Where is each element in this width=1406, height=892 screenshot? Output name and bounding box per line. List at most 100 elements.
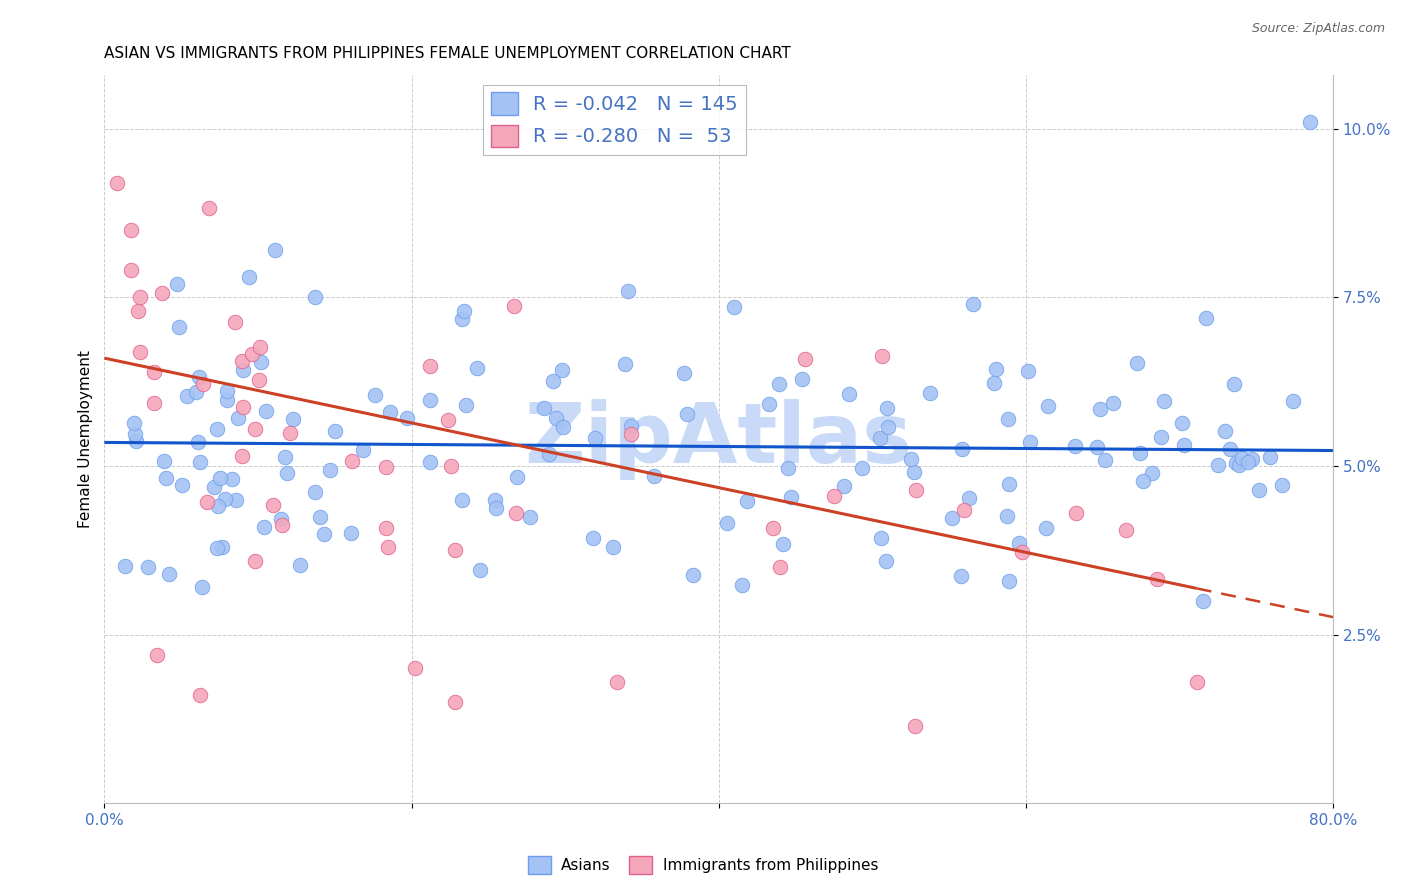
Point [205,541,228,555]
Point [716,516,738,531]
Point [419,359,441,374]
Point [288,558,311,572]
Point [1017,364,1039,378]
Point [340,526,363,541]
Point [226,411,249,425]
Point [768,376,790,391]
Point [188,689,211,703]
Point [997,412,1019,426]
Point [582,531,605,545]
Point [758,397,780,411]
Point [128,290,150,304]
Point [221,472,243,486]
Point [1101,396,1123,410]
Point [682,568,704,582]
Point [312,527,335,541]
Point [125,434,148,449]
Point [138,560,160,574]
Point [776,461,799,475]
Point [451,492,474,507]
Point [1225,456,1247,470]
Point [949,569,972,583]
Point [602,540,624,554]
Point [217,393,239,408]
Point [1213,424,1236,438]
Point [214,491,236,506]
Point [105,176,128,190]
Point [187,435,209,450]
Point [1271,478,1294,492]
Point [454,399,477,413]
Point [224,315,246,329]
Point [904,719,927,733]
Point [129,345,152,359]
Point [1153,393,1175,408]
Point [769,559,792,574]
Point [957,491,980,505]
Point [533,401,555,415]
Point [143,396,166,410]
Point [465,361,488,376]
Point [730,578,752,592]
Point [127,304,149,318]
Point [1011,545,1033,559]
Point [941,511,963,525]
Point [870,531,893,545]
Legend: R = -0.042   N = 145, R = -0.280   N =  53: R = -0.042 N = 145, R = -0.280 N = 53 [482,85,745,155]
Point [903,465,925,479]
Point [124,426,146,441]
Point [1171,416,1194,430]
Point [723,301,745,315]
Point [1038,399,1060,413]
Point [188,455,211,469]
Point [1132,474,1154,488]
Point [620,418,643,433]
Point [995,508,1018,523]
Point [1282,393,1305,408]
Point [152,454,174,468]
Point [155,471,177,485]
Point [832,479,855,493]
Point [920,386,942,401]
Point [190,581,212,595]
Point [541,374,564,388]
Point [838,387,860,401]
Point [1088,402,1111,417]
Point [211,540,233,554]
Point [197,201,219,215]
Point [319,463,342,477]
Point [1195,310,1218,325]
Point [1115,523,1137,537]
Point [250,355,273,369]
Point [1035,521,1057,535]
Point [606,674,628,689]
Point [905,483,928,498]
Point [281,412,304,426]
Point [247,374,270,388]
Point [900,452,922,467]
Point [1258,450,1281,465]
Point [436,413,458,427]
Point [191,376,214,391]
Point [243,553,266,567]
Point [231,449,253,463]
Point [962,297,984,311]
Point [340,454,363,468]
Point [792,371,814,385]
Point [450,312,472,326]
Point [1126,356,1149,370]
Point [468,563,491,577]
Point [378,405,401,419]
Point [167,320,190,334]
Point [217,384,239,398]
Point [876,401,898,415]
Point [502,299,524,313]
Point [1150,430,1173,444]
Point [252,520,274,534]
Point [374,520,396,534]
Point [1223,377,1246,392]
Point [984,362,1007,376]
Point [953,502,976,516]
Point [1240,452,1263,467]
Point [444,542,467,557]
